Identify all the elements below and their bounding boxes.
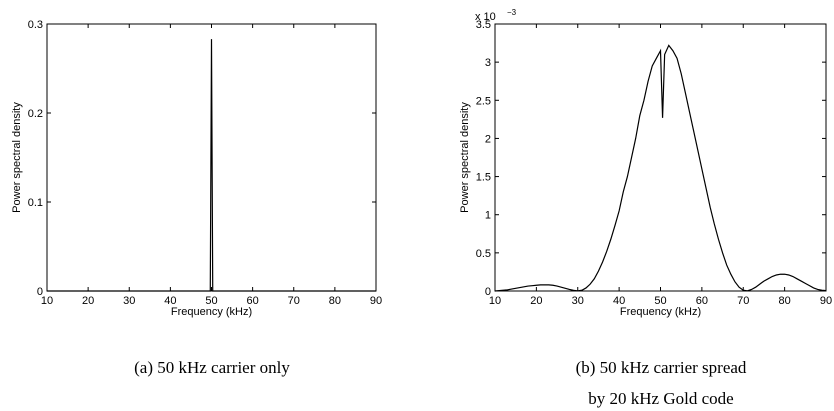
data-line [494, 44, 827, 292]
x-tick-label: 10 [489, 295, 501, 307]
caption: (a) 50 kHz carrier only [134, 358, 290, 377]
x-tick-label: 40 [613, 295, 625, 307]
y-tick-label: 2 [485, 133, 491, 145]
y-tick-label: 3 [485, 57, 491, 69]
y-tick-label: 2.5 [476, 95, 491, 107]
y-axis-label: Power spectral density [459, 102, 471, 213]
x-tick-label: 70 [737, 295, 749, 307]
caption: (b) 50 kHz carrier spread [576, 358, 747, 377]
x-tick-label: 50 [205, 295, 217, 307]
x-tick-label: 50 [654, 295, 666, 307]
x-tick-label: 60 [247, 295, 259, 307]
x-tick-label: 30 [572, 295, 584, 307]
y-tick-label: 0 [37, 286, 43, 298]
y-tick-label: 1 [485, 210, 491, 222]
x-tick-label: 20 [530, 295, 542, 307]
x-tick-label: 70 [288, 295, 300, 307]
x-axis-label: Frequency (kHz) [171, 306, 252, 318]
y-tick-label: 1.5 [476, 172, 491, 184]
y-tick-label: 0.1 [28, 197, 43, 209]
axes-frame [494, 23, 827, 292]
y-multiplier: x 10 [475, 11, 496, 23]
y-tick-label: 0.5 [476, 248, 491, 260]
y-tick-label: 3.5 [476, 19, 491, 31]
x-tick-label: 60 [696, 295, 708, 307]
y-axis-label: Power spectral density [11, 102, 23, 213]
y-tick-label: 0.3 [28, 19, 43, 31]
y-tick-label: 0 [485, 286, 491, 298]
x-tick-label: 40 [164, 295, 176, 307]
x-tick-label: 20 [82, 295, 94, 307]
y-multiplier-exponent: −3 [507, 8, 517, 17]
caption: by 20 kHz Gold code [588, 389, 733, 408]
x-tick-label: 90 [820, 295, 832, 307]
x-tick-label: 30 [123, 295, 135, 307]
x-tick-label: 80 [779, 295, 791, 307]
y-tick-label: 0.2 [28, 108, 43, 120]
x-axis-label: Frequency (kHz) [620, 306, 701, 318]
axes-frame [46, 23, 377, 292]
data-line [47, 39, 376, 292]
x-tick-label: 80 [329, 295, 341, 307]
x-tick-label: 10 [41, 295, 53, 307]
x-tick-label: 90 [370, 295, 382, 307]
